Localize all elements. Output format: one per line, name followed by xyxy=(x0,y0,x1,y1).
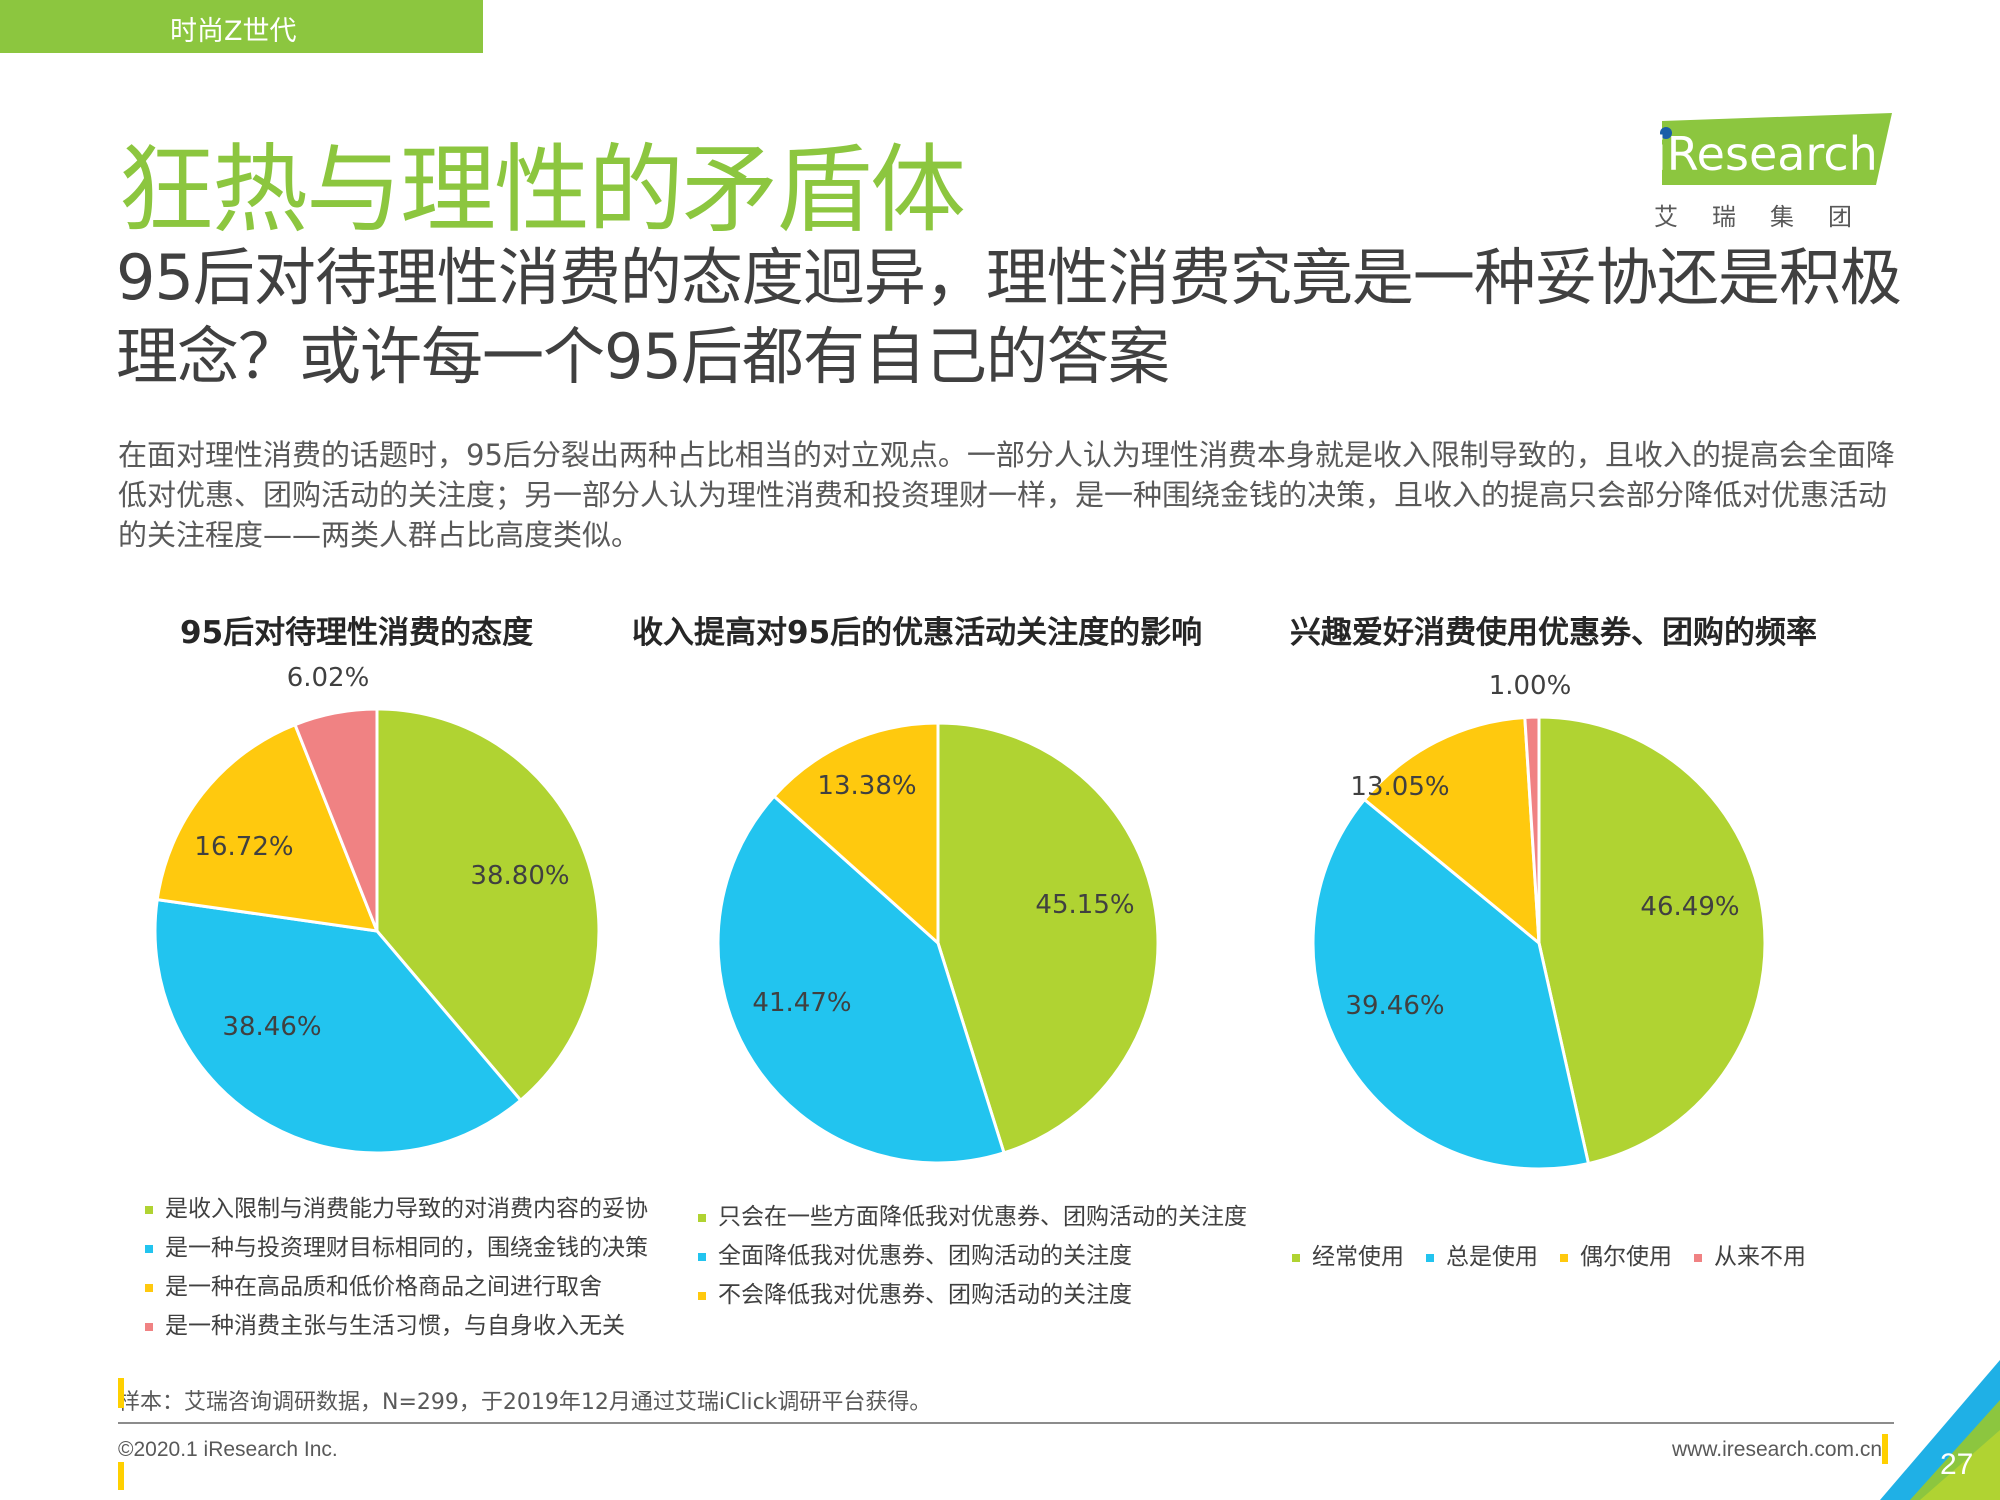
legend-swatch-icon xyxy=(1560,1254,1568,1262)
legend-label: 是一种消费主张与生活习惯，与自身收入无关 xyxy=(165,1313,625,1339)
page-title: 狂热与理性的矛盾体 xyxy=(118,134,966,246)
chart-1-title: 95后对待理性消费的态度 xyxy=(180,615,534,651)
chart-1-slice-3 xyxy=(155,722,380,933)
legend-label: 经常使用 xyxy=(1312,1244,1404,1270)
chart-3-legend: 经常使用 总是使用 偶尔使用 从来不用 xyxy=(1292,1242,1806,1272)
chart-2-legend-item: 只会在一些方面降低我对优惠券、团购活动的关注度 xyxy=(698,1202,1247,1241)
legend-swatch-icon xyxy=(1292,1254,1300,1262)
chart-1-slice-4 xyxy=(293,707,379,932)
legend-label: 偶尔使用 xyxy=(1580,1244,1672,1270)
legend-swatch-icon xyxy=(145,1284,153,1292)
chart-3-legend-item: 总是使用 xyxy=(1426,1242,1538,1272)
chart-3-legend-item: 偶尔使用 xyxy=(1560,1242,1672,1272)
iresearch-logo: iResearch 艾瑞集团 xyxy=(1640,105,1900,231)
logo-flag-icon xyxy=(1660,113,1892,185)
chart-1-data-label-3: 16.72% xyxy=(194,832,293,862)
chart-2-legend-item: 全面降低我对优惠券、团购活动的关注度 xyxy=(698,1241,1247,1280)
legend-swatch-icon xyxy=(698,1214,706,1222)
legend-label: 是一种在高品质和低价格商品之间进行取舍 xyxy=(165,1274,602,1300)
section-tag-label: 时尚Z世代 xyxy=(170,16,297,47)
chart-3-slice-3 xyxy=(1362,715,1541,947)
chart-2-slice-1 xyxy=(936,721,1160,1155)
logo-brand-text: iResearch xyxy=(1654,127,1878,181)
corner-decoration xyxy=(1880,1360,2000,1500)
chart-3-title: 兴趣爱好消费使用优惠券、团购的频率 xyxy=(1290,615,1817,651)
legend-swatch-icon xyxy=(145,1206,153,1214)
legend-swatch-icon xyxy=(698,1253,706,1261)
chart-2-slice-3 xyxy=(771,721,940,947)
chart-3-data-label-1: 46.49% xyxy=(1640,892,1739,922)
intro-paragraph: 在面对理性消费的话题时，95后分裂出两种占比相当的对立观点。一部分人认为理性消费… xyxy=(118,438,1895,552)
legend-swatch-icon xyxy=(698,1292,706,1300)
chart-1-slice-2 xyxy=(153,897,523,1155)
section-tag: 时尚Z世代 xyxy=(0,0,483,53)
chart-3-data-label-4: 1.00% xyxy=(1489,671,1572,701)
footer-divider xyxy=(118,1422,1894,1424)
legend-label: 是收入限制与消费能力导致的对消费内容的妥协 xyxy=(165,1196,648,1222)
chart-1-legend-item: 是一种消费主张与生活习惯，与自身收入无关 xyxy=(145,1311,648,1350)
chart-1-slice-1 xyxy=(375,707,601,1103)
chart-2-data-label-1: 45.15% xyxy=(1035,890,1134,920)
chart-1-data-label-4: 6.02% xyxy=(287,663,370,693)
chart-1-data-label-2: 38.46% xyxy=(222,1012,321,1042)
legend-label: 是一种与投资理财目标相同的，围绕金钱的决策 xyxy=(165,1235,648,1261)
yellow-marker-right xyxy=(1882,1434,1888,1464)
chart-3-legend-item: 从来不用 xyxy=(1694,1242,1806,1272)
source-note: 样本：艾瑞咨询调研数据，N=299，于2019年12月通过艾瑞iClick调研平… xyxy=(118,1390,932,1415)
chart-3-slice-2 xyxy=(1311,797,1591,1171)
yellow-marker-bottom xyxy=(118,1462,124,1490)
legend-label: 只会在一些方面降低我对优惠券、团购活动的关注度 xyxy=(718,1204,1247,1230)
copyright: ©2020.1 iResearch Inc. xyxy=(118,1438,338,1461)
chart-2-legend: 只会在一些方面降低我对优惠券、团购活动的关注度 全面降低我对优惠券、团购活动的关注… xyxy=(698,1202,1247,1319)
chart-3-slice-4 xyxy=(1523,715,1541,944)
chart-2-title: 收入提高对95后的优惠活动关注度的影响 xyxy=(632,615,1203,651)
legend-label: 不会降低我对优惠券、团购活动的关注度 xyxy=(718,1282,1132,1308)
chart-2-data-label-3: 13.38% xyxy=(817,771,916,801)
legend-label: 全面降低我对优惠券、团购活动的关注度 xyxy=(718,1243,1132,1269)
chart-2-data-label-2: 41.47% xyxy=(752,988,851,1018)
chart-1-legend-item: 是一种与投资理财目标相同的，围绕金钱的决策 xyxy=(145,1233,648,1272)
legend-label: 从来不用 xyxy=(1714,1244,1806,1270)
chart-1-legend-item: 是收入限制与消费能力导致的对消费内容的妥协 xyxy=(145,1194,648,1233)
logo-brand-cn: 艾瑞集团 xyxy=(1654,203,1886,231)
chart-3-data-label-3: 13.05% xyxy=(1350,772,1449,802)
chart-2-legend-item: 不会降低我对优惠券、团购活动的关注度 xyxy=(698,1280,1247,1319)
chart-3-slice-1 xyxy=(1537,715,1767,1166)
chart-3-legend-item: 经常使用 xyxy=(1292,1242,1404,1272)
chart-3-data-label-2: 39.46% xyxy=(1345,991,1444,1021)
legend-swatch-icon xyxy=(1694,1254,1702,1262)
chart-1-legend-item: 是一种在高品质和低价格商品之间进行取舍 xyxy=(145,1272,648,1311)
legend-swatch-icon xyxy=(1426,1254,1434,1262)
page-subtitle: 95后对待理性消费的态度迥异，理性消费究竟是一种妥协还是积极理念？或许每一个95… xyxy=(116,241,1902,393)
website-link[interactable]: www.iresearch.com.cn xyxy=(1671,1438,1882,1461)
legend-swatch-icon xyxy=(145,1245,153,1253)
legend-swatch-icon xyxy=(145,1323,153,1331)
chart-1-data-label-1: 38.80% xyxy=(470,861,569,891)
page-number: 27 xyxy=(1940,1448,1974,1481)
legend-label: 总是使用 xyxy=(1446,1244,1538,1270)
yellow-marker-top xyxy=(118,1378,124,1408)
chart-2-slice-2 xyxy=(716,794,1006,1165)
chart-1-legend: 是收入限制与消费能力导致的对消费内容的妥协 是一种与投资理财目标相同的，围绕金钱的… xyxy=(145,1194,648,1350)
